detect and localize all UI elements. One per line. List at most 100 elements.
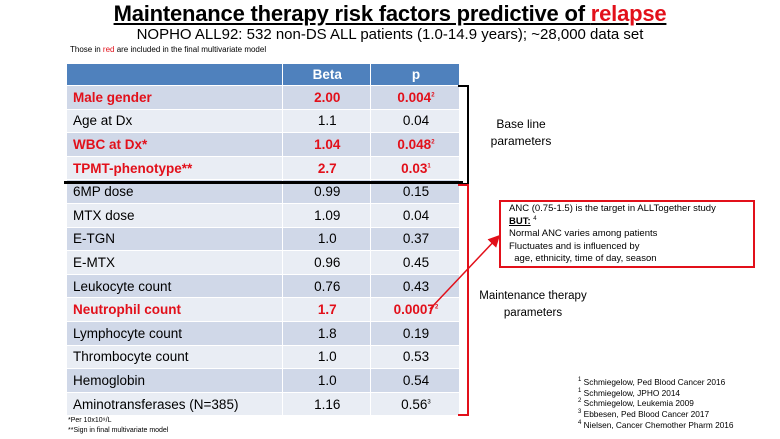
footnote-tpmt: **Sign in final multivariate model [68,426,169,434]
table-row: Hemoglobin 1.0 0.54 [66,368,461,393]
p-cell: 0.53 [369,344,461,370]
reference-num: 2 [578,398,582,405]
p-value: 0.0007 [393,302,435,318]
model-note-text: Those in [70,45,103,54]
p-cell: 0.0482 [369,132,461,157]
p-value: 0.004 [397,89,432,105]
header-p: p [369,63,461,86]
p-value: 0.56 [401,396,428,412]
beta-cell: 1.0 [281,368,371,393]
p-reference: 1 [427,163,431,170]
p-cell: 0.37 [369,226,461,252]
model-note-highlight: red [102,45,115,54]
p-value: 0.37 [402,231,430,247]
beta-cell: 0.76 [281,273,371,299]
table-row: 6MP dose 0.99 0.15 [66,179,461,204]
table-row: Lymphocyte count 1.8 0.19 [66,320,461,346]
factor-cell: Leukocyte count [66,273,283,299]
table-row: Leukocyte count 0.76 0.43 [66,273,461,299]
p-value: 0.53 [402,349,430,365]
header-factor [66,63,283,86]
factor-cell: E-TGN [66,226,283,252]
table-header-row: Beta p [66,63,461,86]
anc-line3: Normal ANC varies among patients [509,228,658,239]
beta-cell: 1.04 [281,132,371,157]
factor-cell: Hemoglobin [66,368,283,393]
anc-but-ref: 4 [533,215,537,222]
factor-cell: WBC at Dx* [66,132,283,157]
p-value: 0.19 [402,325,430,341]
model-note-text-end: are included in the final multivariate m… [114,45,267,54]
reference-text: Schmiegelow, Leukemia 2009 [583,398,694,409]
reference-item: 4 Nielsen, Cancer Chemother Pharm 2016 [578,420,734,431]
table-row: Thrombocyte count 1.0 0.53 [66,344,461,370]
p-value: 0.15 [402,184,430,200]
baseline-label-line1: Base line [496,117,546,131]
table-row: WBC at Dx* 1.04 0.0482 [66,132,461,157]
factor-cell: 6MP dose [66,179,283,204]
beta-cell: 2.00 [281,85,371,110]
p-reference: 3 [427,399,431,406]
p-value: 0.43 [402,278,430,294]
table-row: Neutrophil count 1.7 0.00072 [66,297,461,322]
factor-cell: Neutrophil count [66,297,283,322]
subtitle: NOPHO ALL92: 532 non-DS ALL patients (1.… [136,26,644,43]
table-row: E-MTX 0.96 0.45 [66,250,461,275]
anc-but: BUT: [509,215,531,227]
anc-line5: age, ethnicity, time of day, season [509,253,657,264]
p-cell: 0.04 [369,108,461,134]
p-value: 0.04 [402,207,430,223]
maintenance-label-line1: Maintenance therapy [479,290,587,302]
p-cell: 0.54 [369,368,461,393]
reference-text: Schmiegelow, Ped Blood Cancer 2016 [583,377,726,387]
factor-cell: MTX dose [66,202,283,228]
footnotes: *Per 10x10⁹/L **Sign in final multivaria… [68,416,168,435]
reference-num: 3 [578,409,582,416]
beta-cell: 1.7 [281,297,371,322]
maintenance-label-line2: parameters [503,307,563,319]
beta-cell: 1.0 [281,226,371,252]
p-reference: 2 [431,139,435,146]
title-highlight: relapse [590,1,667,26]
footnote-wbc: *Per 10x10⁹/L [68,417,112,424]
references-list: 1 Schmiegelow, Ped Blood Cancer 2016 1 S… [578,377,734,431]
baseline-label: Base line parameters [478,116,564,150]
reference-num: 1 [578,377,582,384]
reference-text: Nielsen, Cancer Chemother Pharm 2016 [583,419,734,430]
p-cell: 0.19 [369,320,461,346]
factor-cell: Aminotransferases (N=385) [66,391,283,417]
reference-text: Schmiegelow, JPHO 2014 [583,387,681,398]
risk-factor-table: Beta p Male gender 2.00 0.0042 Age at Dx 1.1… [66,63,461,417]
maintenance-bracket [458,184,469,416]
p-cell: 0.00072 [369,297,461,322]
factor-cell: Lymphocyte count [66,320,283,346]
reference-item: 3 Ebbesen, Ped Blood Cancer 2017 [578,409,734,420]
anc-but-line: BUT: 4 [509,215,753,229]
reference-item: 1 Schmiegelow, Ped Blood Cancer 2016 [578,377,734,388]
p-reference: 2 [431,92,435,99]
maintenance-label: Maintenance therapy parameters [474,288,592,322]
beta-cell: 0.96 [281,250,371,275]
factor-cell: TPMT-phenotype** [66,155,283,181]
beta-cell: 1.8 [281,320,371,346]
p-cell: 0.563 [369,391,461,417]
anc-line1: ANC (0.75-1.5) is the target in ALLToget… [509,203,716,214]
beta-cell: 1.16 [281,391,371,417]
beta-cell: 1.09 [281,202,371,228]
page-title: Maintenance therapy risk factors predict… [0,1,780,27]
p-reference: 2 [434,304,439,311]
p-value: 0.048 [397,136,432,152]
model-note: Those in red are included in the final m… [70,45,266,54]
reference-num: 4 [578,420,582,427]
table-row: Male gender 2.00 0.0042 [66,85,461,110]
p-cell: 0.0042 [369,85,461,110]
anc-line4: Fluctuates and is influenced by [509,240,640,252]
p-cell: 0.45 [369,250,461,275]
p-cell: 0.43 [369,273,461,299]
anc-callout-box: ANC (0.75-1.5) is the target in ALLToget… [499,200,755,268]
title-text: Maintenance therapy risk factors predict… [113,1,591,26]
table-row: TPMT-phenotype** 2.7 0.031 [66,155,461,181]
baseline-label-line2: parameters [490,134,552,148]
p-value: 0.45 [402,254,430,270]
